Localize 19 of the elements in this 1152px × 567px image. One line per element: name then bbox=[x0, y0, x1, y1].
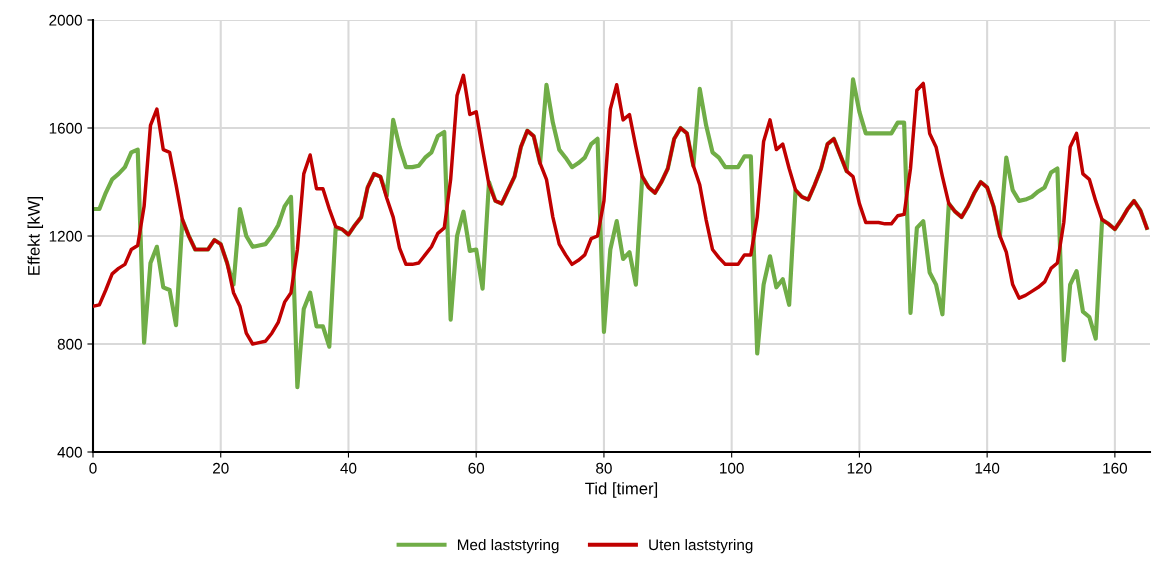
y-tick-label: 1200 bbox=[49, 230, 82, 242]
x-tick-label: 60 bbox=[468, 462, 485, 474]
x-tick-label: 140 bbox=[975, 462, 1000, 474]
y-tick-label: 800 bbox=[57, 338, 82, 350]
x-tick-label: 80 bbox=[596, 462, 612, 474]
x-tick-label: 40 bbox=[340, 462, 357, 474]
y-tick-label: 2000 bbox=[49, 14, 82, 26]
x-tick-label: 100 bbox=[720, 462, 744, 474]
legend-label: Uten laststyring bbox=[649, 539, 753, 554]
y-axis-title: Effekt [kW] bbox=[27, 197, 44, 275]
x-tick-label: 0 bbox=[89, 462, 97, 474]
x-tick-label: 160 bbox=[1103, 462, 1128, 474]
y-tick-label: 1600 bbox=[49, 122, 82, 134]
x-tick-label: 120 bbox=[847, 462, 872, 474]
line-series bbox=[93, 73, 1149, 346]
x-axis-title: Tid [timer] bbox=[585, 482, 658, 498]
y-tick-label: 400 bbox=[57, 446, 82, 458]
x-tick-label: 20 bbox=[213, 462, 229, 474]
legend-label: Med laststyring bbox=[457, 539, 559, 554]
